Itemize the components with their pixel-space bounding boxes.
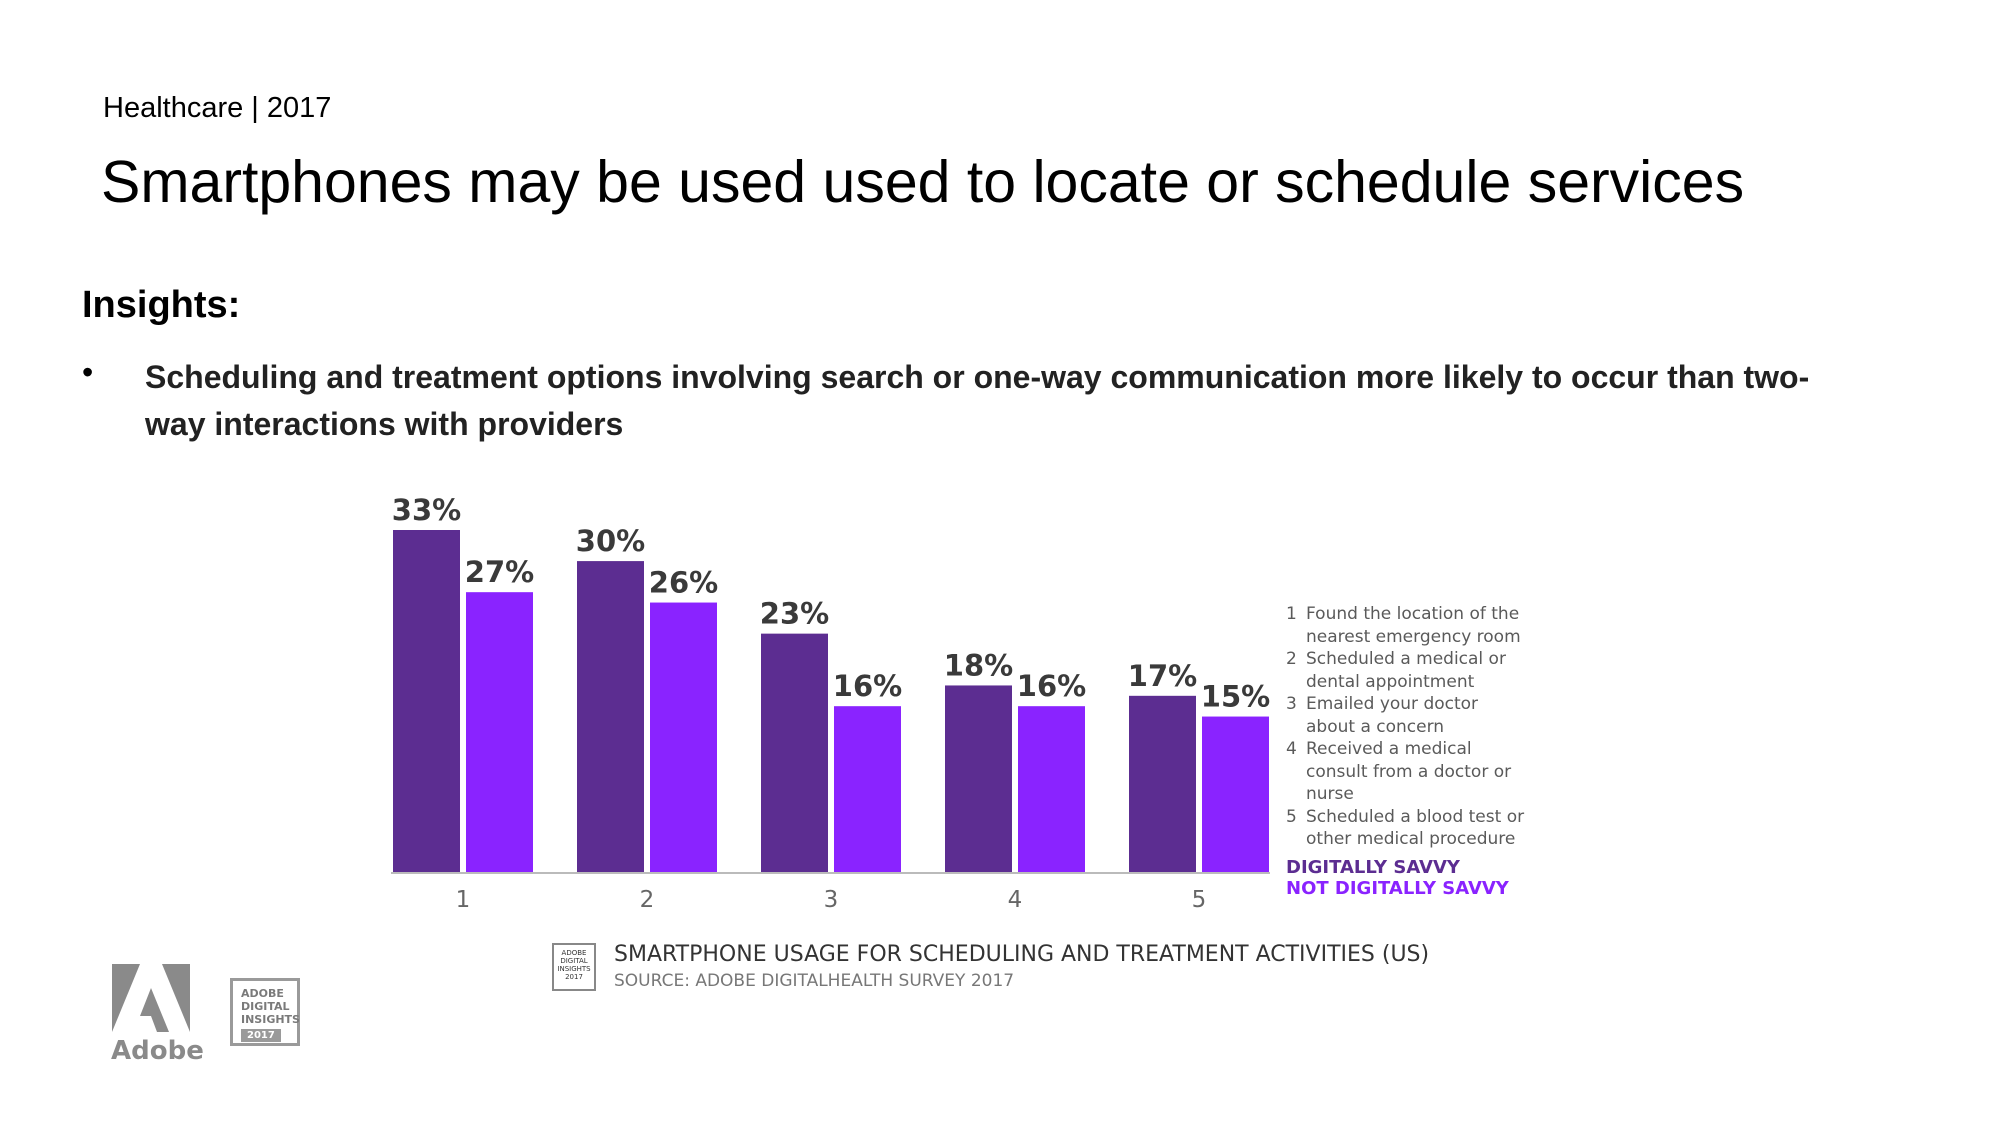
legend-item-2: 2 Scheduled a medical or dental appointme…: [1286, 648, 1526, 693]
legend-item-4: 4 Received a medical consult from a docto…: [1286, 738, 1526, 806]
data-label: 18%: [944, 648, 1013, 682]
bar-digitally-savvy-5: [1129, 695, 1196, 872]
data-label: 27%: [465, 555, 534, 589]
legend-text: Scheduled a blood test or other medical …: [1306, 806, 1525, 850]
legend-item-1: 1 Found the location of the nearest emerg…: [1286, 603, 1526, 648]
legend-num: 3: [1286, 694, 1297, 714]
adobe-digital-insights-small-badge: ADOBE DIGITAL INSIGHTS 2017: [552, 943, 596, 991]
bar-digitally-savvy-4: [945, 685, 1012, 872]
chart-caption: SMARTPHONE USAGE FOR SCHEDULING AND TREA…: [614, 942, 1430, 967]
legend-text: Found the location of the nearest emerge…: [1306, 604, 1521, 647]
x-tick-label: 5: [1192, 887, 1207, 913]
bar-not-digitally-savvy-5: [1202, 716, 1269, 872]
bar-not-digitally-savvy-2: [650, 602, 717, 872]
legend-series-not-digitally-savvy: NOT DIGITALLY SAVVY: [1286, 877, 1509, 899]
legend-text: Scheduled a medical or dental appointmen…: [1306, 649, 1506, 692]
data-label: 26%: [649, 566, 718, 600]
data-label: 23%: [760, 597, 829, 631]
legend-series-digitally-savvy: DIGITALLY SAVVY: [1286, 856, 1460, 878]
adobe-logo-text: Adobe: [111, 1036, 204, 1066]
data-label: 30%: [576, 524, 645, 558]
chart-legend: 1 Found the location of the nearest emerg…: [1286, 603, 1526, 899]
data-label: 33%: [392, 493, 461, 527]
x-tick-label: 4: [1008, 887, 1023, 913]
legend-num: 5: [1286, 806, 1297, 827]
data-label: 15%: [1201, 680, 1270, 714]
bar-not-digitally-savvy-4: [1018, 706, 1085, 872]
chart-source: SOURCE: ADOBE DIGITALHEALTH SURVEY 2017: [614, 971, 1015, 991]
legend-num: 2: [1286, 649, 1297, 669]
legend-text: Emailed your doctor about a concern: [1306, 694, 1479, 737]
legend-num: 4: [1286, 739, 1297, 759]
x-tick-label: 1: [456, 887, 471, 913]
bar-digitally-savvy-2: [577, 561, 644, 872]
legend-item-5: 5 Scheduled a blood test or other medical…: [1286, 806, 1526, 851]
bullet-icon: •: [82, 354, 94, 390]
insights-heading: Insights:: [82, 284, 241, 326]
adobe-logo-icon: [112, 964, 190, 1032]
page-kicker: Healthcare | 2017: [103, 92, 332, 124]
data-label: 16%: [833, 669, 902, 703]
adobe-digital-insights-badge: ADOBE DIGITAL INSIGHTS 2017: [230, 978, 300, 1046]
data-label: 17%: [1128, 659, 1197, 693]
bar-digitally-savvy-3: [761, 633, 828, 872]
data-label: 16%: [1017, 669, 1086, 703]
x-tick-label: 3: [824, 887, 839, 913]
page-title: Smartphones may be used used to locate o…: [101, 149, 1745, 215]
legend-text: Received a medical consult from a doctor…: [1306, 739, 1512, 804]
legend-num: 1: [1286, 604, 1297, 624]
bar-digitally-savvy-1: [393, 530, 460, 872]
bar-not-digitally-savvy-1: [466, 592, 533, 872]
legend-item-3: 3 Emailed your doctor about a concern: [1286, 693, 1526, 738]
insight-bullet: Scheduling and treatment options involvi…: [145, 359, 1810, 442]
x-tick-label: 2: [640, 887, 655, 913]
bar-not-digitally-savvy-3: [834, 706, 901, 872]
